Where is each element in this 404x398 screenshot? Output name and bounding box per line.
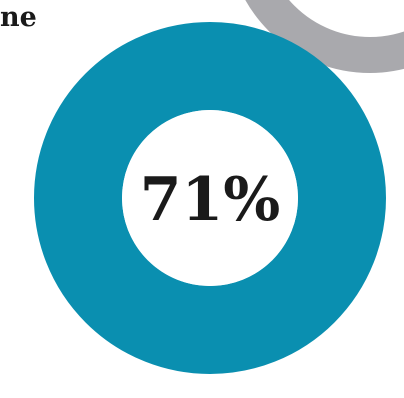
donut-ring [34,22,386,374]
donut-center [122,110,298,286]
center-percentage-label: 71% [140,165,281,235]
background-arc [245,0,404,73]
chart-title-fragment: ne [0,2,37,33]
